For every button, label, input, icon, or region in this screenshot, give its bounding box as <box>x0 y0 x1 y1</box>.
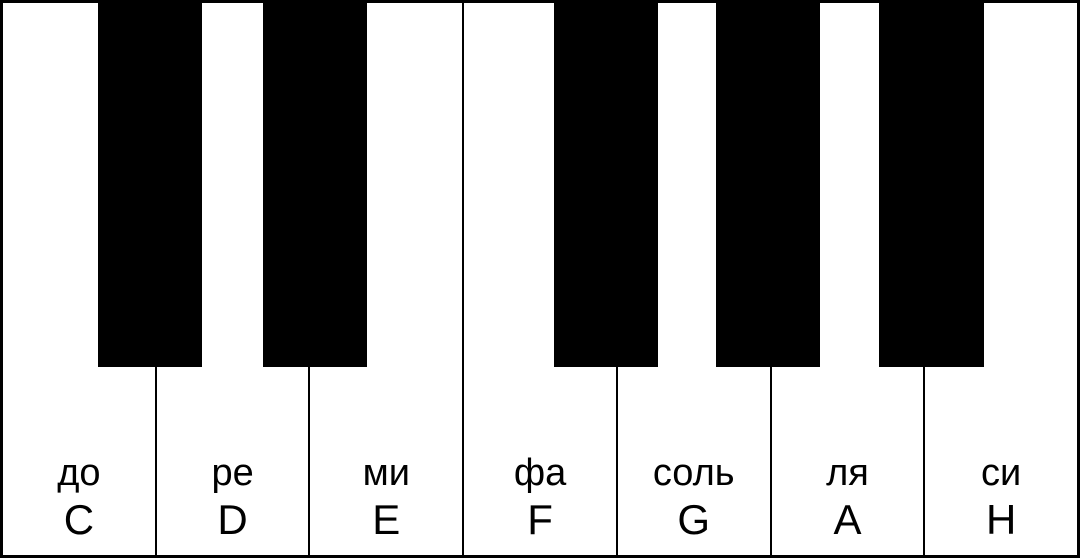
solfege-label: до <box>57 453 100 495</box>
letter-label: E <box>372 497 400 543</box>
black-key-gsharp <box>716 3 820 367</box>
solfege-label: си <box>981 453 1021 495</box>
black-key-fsharp <box>554 3 658 367</box>
key-label-group: си H <box>981 453 1021 543</box>
key-label-group: фа F <box>514 453 566 543</box>
key-label-group: ля A <box>826 453 869 543</box>
letter-label: F <box>527 497 553 543</box>
key-label-group: ми E <box>363 453 410 543</box>
black-key-csharp <box>98 3 202 367</box>
black-key-dsharp <box>263 3 367 367</box>
letter-label: D <box>217 497 247 543</box>
solfege-label: ля <box>826 453 869 495</box>
letter-label: A <box>833 497 861 543</box>
solfege-label: соль <box>653 453 735 495</box>
solfege-label: ре <box>211 453 253 495</box>
piano-keyboard: до C ре D ми E фа F соль G <box>0 0 1080 558</box>
black-key-asharp <box>879 3 983 367</box>
letter-label: H <box>986 497 1016 543</box>
letter-label: C <box>64 497 94 543</box>
letter-label: G <box>677 497 710 543</box>
key-label-group: ре D <box>211 453 253 543</box>
key-label-group: соль G <box>653 453 735 543</box>
solfege-label: ми <box>363 453 410 495</box>
solfege-label: фа <box>514 453 566 495</box>
key-label-group: до C <box>57 453 100 543</box>
